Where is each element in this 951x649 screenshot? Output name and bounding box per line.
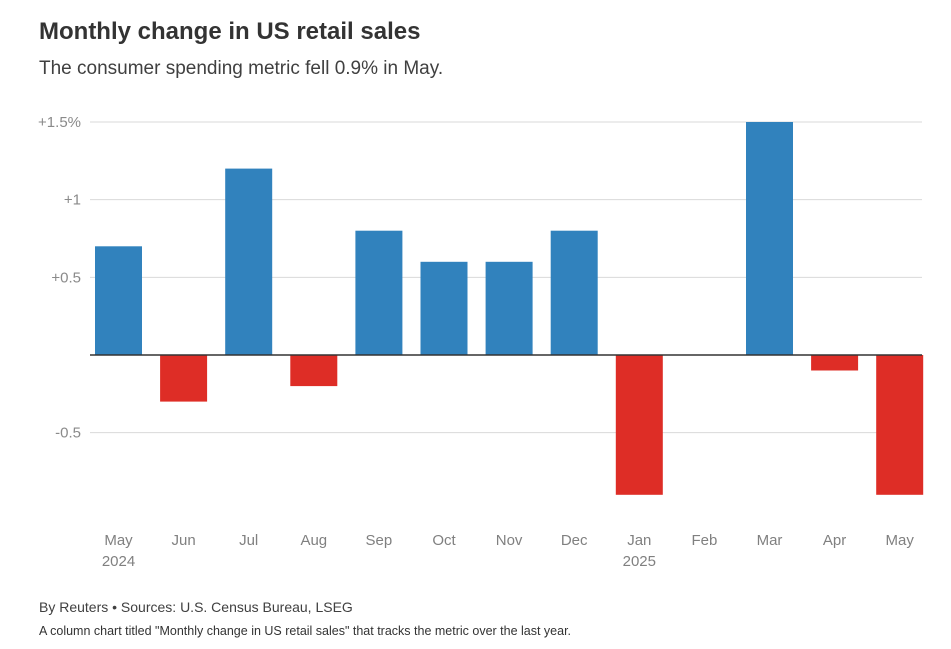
- bar-3: [225, 168, 273, 355]
- bar-1: [95, 246, 142, 355]
- bar-9: [615, 355, 663, 495]
- bar-4: [290, 355, 338, 387]
- bar-11: [746, 122, 793, 355]
- x-category-label: Feb: [691, 532, 717, 549]
- y-tick-label: +1: [64, 192, 81, 209]
- x-category-label: Aug: [300, 532, 327, 549]
- bar-6: [420, 261, 468, 355]
- x-category-label: May: [886, 532, 915, 549]
- x-category-label: Nov: [496, 532, 523, 549]
- chart-subtitle: The consumer spending metric fell 0.9% i…: [39, 58, 444, 79]
- y-tick-label: -0.5: [55, 425, 81, 442]
- x-category-label: Jun: [172, 532, 196, 549]
- x-category-label: Apr: [823, 532, 846, 549]
- x-axis-category-labels: May 2024 Jun Jul Aug Sep Oct Nov Dec Jan 2025 Feb Ma…: [102, 532, 915, 570]
- x-category-label: Sep: [366, 532, 393, 549]
- y-axis-tick-labels: +1.5% +1 +0.5 -0.5: [38, 114, 81, 442]
- x-category-label: Mar: [757, 532, 783, 549]
- source-credit: By Reuters • Sources: U.S. Census Bureau…: [39, 599, 353, 615]
- bar-8: [550, 230, 598, 355]
- bar-13: [876, 355, 924, 495]
- bar-12: [811, 355, 859, 371]
- x-category-label: Oct: [432, 532, 456, 549]
- bar-2: [160, 355, 208, 402]
- x-category-label: Jan: [627, 532, 651, 549]
- bar-5: [355, 230, 403, 355]
- x-year-label: 2024: [102, 553, 135, 570]
- column-chart: +1.5% +1 +0.5 -0.5 May 2024 Jun Jul Aug Sep Oct No…: [38, 114, 924, 570]
- bar-7: [485, 261, 533, 355]
- x-category-label: Dec: [561, 532, 588, 549]
- chart-description-note: A column chart titled "Monthly change in…: [39, 624, 572, 638]
- x-year-label: 2025: [623, 553, 656, 570]
- chart-title: Monthly change in US retail sales: [39, 18, 421, 45]
- y-tick-label: +1.5%: [38, 114, 81, 131]
- y-tick-label: +0.5: [51, 269, 81, 286]
- x-category-label: May: [104, 532, 133, 549]
- bars: [95, 122, 924, 495]
- x-category-label: Jul: [239, 532, 258, 549]
